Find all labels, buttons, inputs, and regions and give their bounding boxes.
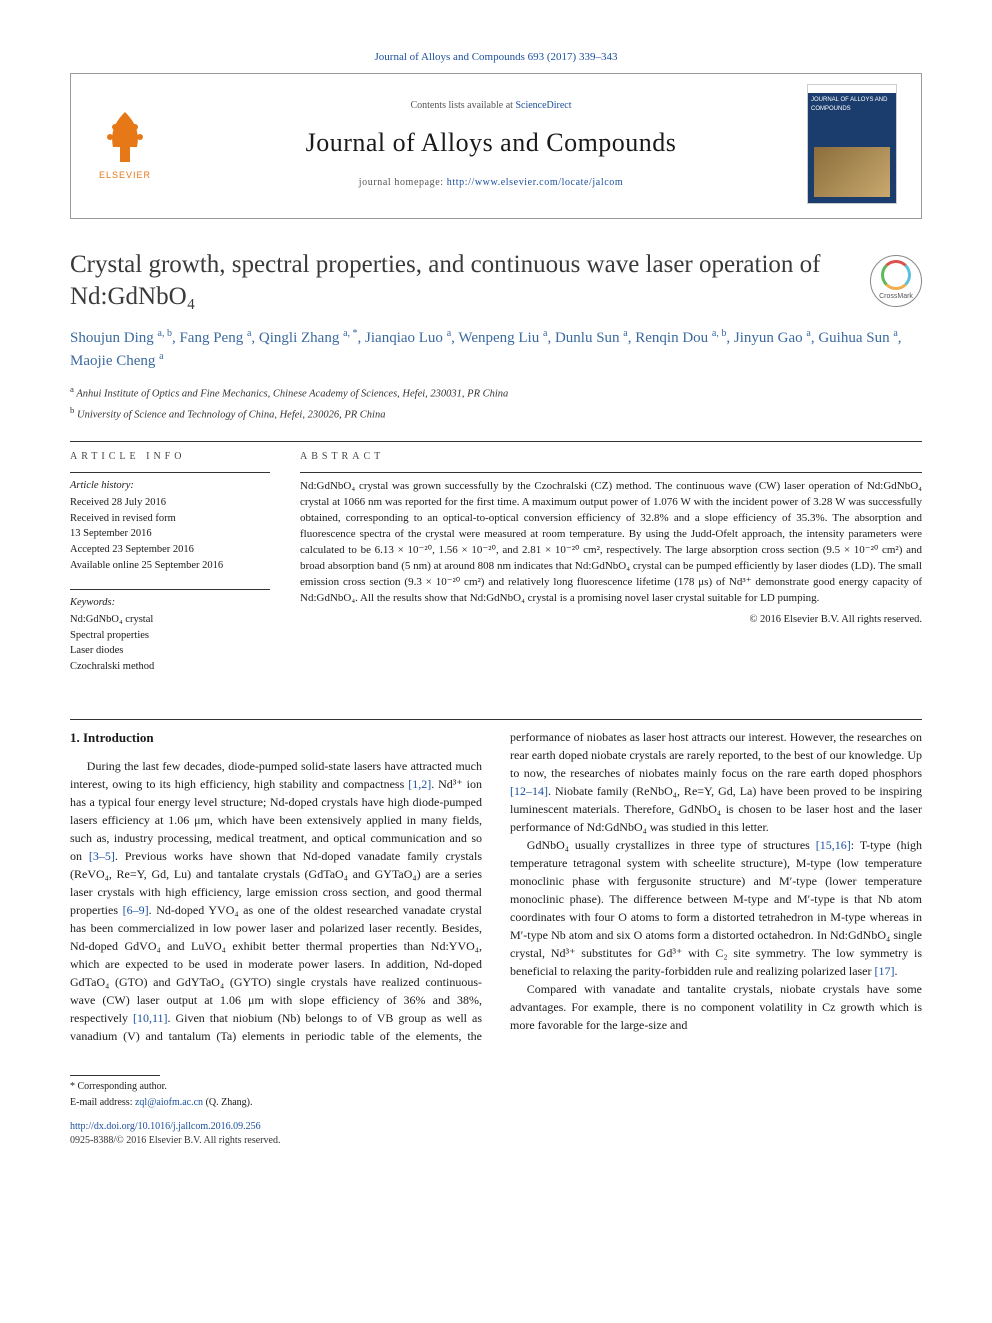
publisher-name: ELSEVIER [99, 169, 151, 182]
history-line: Received in revised form [70, 512, 270, 527]
homepage-line: journal homepage: http://www.elsevier.co… [187, 176, 795, 190]
email-suffix: (Q. Zhang). [203, 1097, 252, 1108]
crossmark-badge[interactable]: CrossMark [870, 255, 922, 307]
email-label: E-mail address: [70, 1097, 135, 1108]
crossmark-icon [881, 260, 911, 290]
section-1-title: 1. Introduction [70, 728, 482, 748]
ref-link[interactable]: [3–5] [89, 849, 115, 863]
footer-divider [70, 1075, 160, 1076]
homepage-link[interactable]: http://www.elsevier.com/locate/jalcom [447, 177, 624, 188]
article-title: Crystal growth, spectral properties, and… [70, 249, 850, 312]
history-line: Available online 25 September 2016 [70, 559, 270, 574]
email-link[interactable]: zql@aiofm.ac.cn [135, 1097, 203, 1108]
history-line: 13 September 2016 [70, 527, 270, 542]
journal-name: Journal of Alloys and Compounds [187, 125, 795, 161]
ref-link[interactable]: [6–9] [123, 903, 149, 917]
ref-link[interactable]: [15,16] [816, 838, 851, 852]
keywords-label: Keywords: [70, 596, 270, 611]
body-text: 1. Introduction During the last few deca… [70, 728, 922, 1046]
abstract-text: Nd:GdNbO₄ crystal was grown successfully… [300, 472, 922, 607]
journal-cover-thumb: JOURNAL OF ALLOYS AND COMPOUNDS [807, 84, 897, 204]
header-center: Contents lists available at ScienceDirec… [187, 99, 795, 189]
keyword: Laser diodes [70, 644, 270, 659]
journal-header: ELSEVIER Contents lists available at Sci… [70, 73, 922, 219]
keyword: Spectral properties [70, 629, 270, 644]
history-line: Accepted 23 September 2016 [70, 543, 270, 558]
affiliation: a Anhui Institute of Optics and Fine Mec… [70, 383, 922, 402]
citation-line: Journal of Alloys and Compounds 693 (201… [70, 50, 922, 65]
keyword: Czochralski method [70, 660, 270, 675]
body-p2c: . Niobate family (ReNbO₄, Re=Y, Gd, La) … [510, 784, 922, 834]
contents-available: Contents lists available at ScienceDirec… [187, 99, 795, 113]
author-list: Shoujun Ding a, b, Fang Peng a, Qingli Z… [70, 326, 922, 373]
abstract-copyright: © 2016 Elsevier B.V. All rights reserved… [300, 613, 922, 628]
body-p3c: . [895, 964, 898, 978]
ref-link[interactable]: [17] [875, 964, 895, 978]
elsevier-tree-icon [95, 107, 155, 167]
sciencedirect-link[interactable]: ScienceDirect [515, 100, 571, 111]
affiliation: b University of Science and Technology o… [70, 404, 922, 423]
footer: * Corresponding author. E-mail address: … [70, 1075, 922, 1148]
body-p4: Compared with vanadate and tantalite cry… [510, 980, 922, 1034]
corresponding-author: * Corresponding author. [70, 1080, 922, 1094]
publisher-logo: ELSEVIER [85, 99, 165, 189]
issn-line: 0925-8388/© 2016 Elsevier B.V. All right… [70, 1134, 922, 1148]
doi-link[interactable]: http://dx.doi.org/10.1016/j.jallcom.2016… [70, 1121, 261, 1132]
divider [70, 441, 922, 442]
keyword: Nd:GdNbO₄ crystal [70, 613, 270, 628]
contents-prefix: Contents lists available at [410, 100, 515, 111]
ref-link[interactable]: [10,11] [133, 1011, 168, 1025]
ref-link[interactable]: [12–14] [510, 784, 548, 798]
body-p3b: : T-type (high temperature tetragonal sy… [510, 838, 922, 978]
cover-title: JOURNAL OF ALLOYS AND COMPOUNDS [808, 93, 896, 116]
body-p1d: . Nd-doped YVO₄ as one of the oldest res… [70, 903, 482, 1007]
homepage-prefix: journal homepage: [359, 177, 447, 188]
doi-line: http://dx.doi.org/10.1016/j.jallcom.2016… [70, 1120, 922, 1134]
ref-link[interactable]: [1,2] [408, 777, 431, 791]
crossmark-label: CrossMark [879, 292, 913, 302]
history-label: Article history: [70, 479, 270, 494]
article-info-column: ARTICLE INFO Article history: Received 2… [70, 450, 270, 691]
email-line: E-mail address: zql@aiofm.ac.cn (Q. Zhan… [70, 1096, 922, 1110]
abstract-head: ABSTRACT [300, 450, 922, 464]
abstract-column: ABSTRACT Nd:GdNbO₄ crystal was grown suc… [300, 450, 922, 691]
history-line: Received 28 July 2016 [70, 496, 270, 511]
body-p3a: GdNbO₄ usually crystallizes in three typ… [527, 838, 816, 852]
article-info-head: ARTICLE INFO [70, 450, 270, 464]
divider [70, 719, 922, 720]
